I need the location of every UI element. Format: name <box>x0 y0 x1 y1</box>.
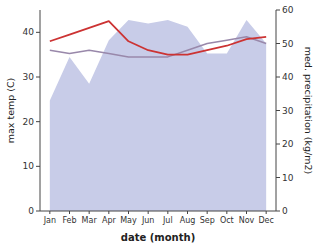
x-tick <box>49 211 50 214</box>
y2-tick-label: 0 <box>282 206 288 216</box>
y-tick-label: 0 <box>28 206 34 216</box>
x-tick-label: Apr <box>102 216 117 225</box>
x-tick-label: Jul <box>162 216 173 225</box>
y2-tick-label: 30 <box>282 106 294 116</box>
y-tick-label: 40 <box>23 27 35 37</box>
x-tick-label: May <box>120 216 137 225</box>
y2-tick-label: 40 <box>282 72 294 82</box>
y2-tick-label: 20 <box>282 139 294 149</box>
y-tick <box>36 77 40 78</box>
y2-tick <box>276 43 280 44</box>
x-tick <box>148 211 149 214</box>
x-tick <box>226 211 227 214</box>
y-tick-label: 10 <box>23 161 35 171</box>
x-tick <box>207 211 208 214</box>
x-tick-label: Dec <box>258 216 273 225</box>
x-tick-label: Aug <box>180 216 196 225</box>
x-tick-label: Feb <box>62 216 76 225</box>
x-tick <box>246 211 247 214</box>
y2-tick <box>276 77 280 78</box>
y2-tick-label: 60 <box>282 5 294 15</box>
y-tick <box>36 121 40 122</box>
y2-tick <box>276 144 280 145</box>
x-tick <box>108 211 109 214</box>
x-axis-line <box>40 211 276 212</box>
x-tick <box>187 211 188 214</box>
chart: 0 10 20 30 40 0 10 20 30 40 50 60 Jan Feb Mar AprMay Jun… <box>0 0 318 247</box>
y2-tick <box>276 110 280 111</box>
series-line <box>50 21 266 55</box>
y-tick <box>36 166 40 167</box>
series-line <box>50 37 266 57</box>
x-tick <box>89 211 90 214</box>
x-axis-label: date (month) <box>121 232 195 243</box>
x-tick-label: Oct <box>220 216 234 225</box>
y2-tick <box>276 177 280 178</box>
x-tick-label: Sep <box>200 216 215 225</box>
y-axis-label: max temp (C) <box>5 78 16 144</box>
left-axis-line <box>40 10 41 211</box>
y2-tick <box>276 10 280 11</box>
y-tick <box>36 211 40 212</box>
x-tick <box>167 211 168 214</box>
y2-axis-label: med. precipitation (kg/m2) <box>303 47 314 174</box>
y2-tick <box>276 211 280 212</box>
y-tick-label: 20 <box>23 117 35 127</box>
x-tick-label: Jan <box>43 216 56 225</box>
plot-area <box>50 20 266 211</box>
x-tick <box>266 211 267 214</box>
x-tick-label: Nov <box>239 216 255 225</box>
y2-tick-label: 50 <box>282 39 294 49</box>
y-tick-label: 30 <box>23 72 35 82</box>
y-tick <box>36 32 40 33</box>
precip-area <box>50 20 266 211</box>
x-tick <box>69 211 70 214</box>
x-tick <box>128 211 129 214</box>
x-tick-label: Jun <box>141 216 155 225</box>
x-tick-label: Mar <box>82 216 98 225</box>
y2-tick-label: 10 <box>282 173 294 183</box>
